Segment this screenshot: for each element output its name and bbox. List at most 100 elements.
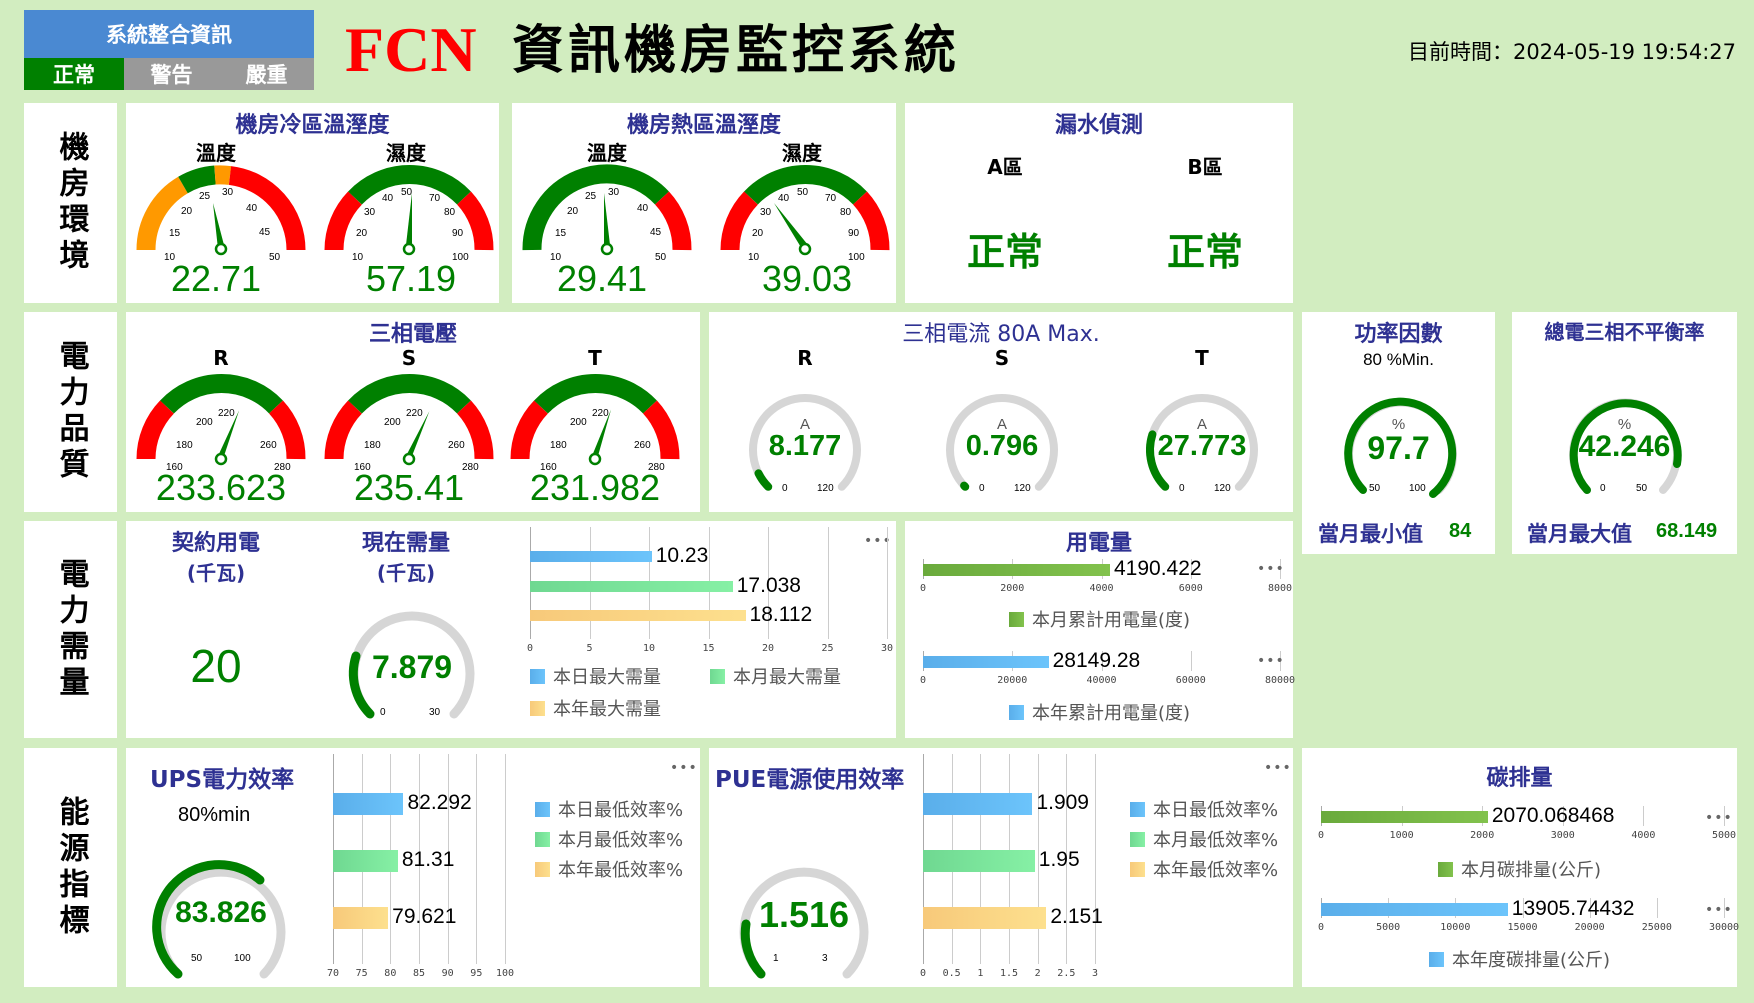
- current-ring-gauge-t: [1146, 394, 1258, 491]
- chart-legend-item[interactable]: 本年度碳排量(公斤): [1429, 946, 1610, 972]
- carbon-title: 碳排量: [1486, 766, 1553, 791]
- contract-value: 20: [190, 640, 242, 692]
- demand-chart-menu[interactable]: •••: [864, 533, 892, 549]
- chart-bar-value: 81.31: [401, 848, 455, 871]
- pue-panel: PUE電源使用效率 1.516 1 3 ••• 0 0.5 1 1.5 2 2.5 3 1.9…: [709, 748, 1293, 987]
- pf-value: 97.7: [1367, 430, 1430, 466]
- chart-bar-value: 1.909: [1036, 791, 1089, 814]
- ups-chart-menu[interactable]: •••: [670, 760, 698, 776]
- ups-value: 83.826: [175, 896, 267, 929]
- status-box-title: 系統整合資訊: [24, 10, 314, 58]
- chart-legend-item[interactable]: 本年累計用電量(度): [1009, 699, 1190, 725]
- current-phase-label: S: [994, 346, 1010, 370]
- chart-bar-value: 18.112: [749, 602, 813, 626]
- pf-footer: 當月最小值 84: [1302, 512, 1495, 554]
- leak-zone-a-label: A區: [987, 155, 1023, 179]
- voltage-gauge-r: [136, 374, 306, 466]
- chart-legend-item[interactable]: 本日最大需量: [530, 663, 661, 689]
- chart-legend-item[interactable]: 本月最低效率%: [1130, 826, 1278, 852]
- imbalance-panel: 總電三相不平衡率 % 42.246 0 50: [1512, 312, 1737, 512]
- chart-legend-item[interactable]: 本月累計用電量(度): [1009, 606, 1190, 632]
- hot-zone-panel: 機房熱區溫溼度 溫度 濕度 10 15 20 25 30 40 45 50 29…: [512, 103, 896, 303]
- chart-bar-value: 13905.74432: [1511, 896, 1635, 920]
- row-label-environment: 機房環境: [24, 103, 117, 303]
- chart-legend-item[interactable]: 本月碳排量(公斤): [1438, 856, 1601, 882]
- imbalance-title: 總電三相不平衡率: [1544, 320, 1705, 344]
- chart-menu[interactable]: •••: [1257, 653, 1285, 669]
- status-box: 系統整合資訊 正常 警告 嚴重: [24, 10, 314, 90]
- chart-legend-item[interactable]: 本年最低效率%: [1130, 856, 1278, 882]
- ups-subtitle: 80%min: [178, 804, 251, 826]
- legend-swatch: [535, 801, 550, 817]
- legend-swatch: [1130, 861, 1145, 877]
- status-warning[interactable]: 警告: [124, 58, 219, 90]
- voltage-title: 三相電壓: [368, 322, 457, 347]
- pue-ring-gauge: [739, 867, 869, 979]
- current-demand-unit: (千瓦): [376, 561, 436, 585]
- imbalance-value: 42.246: [1578, 430, 1671, 463]
- legend-swatch: [1130, 831, 1145, 847]
- voltage-value: 233.623: [155, 467, 287, 508]
- voltage-phase-label: T: [588, 346, 602, 370]
- cold-humidity-label: 濕度: [386, 141, 426, 165]
- cold-temp-label: 溫度: [196, 141, 236, 165]
- row-label-power-demand: 電力需量: [24, 521, 117, 738]
- chart-bar-value: 17.038: [736, 573, 801, 597]
- chart-bar[interactable]: [530, 610, 746, 621]
- pf-ring-gauge: [1344, 397, 1457, 498]
- power-factor-panel: 功率因數 80 %Min. % 97.7 50 100: [1302, 312, 1495, 512]
- chart-legend-item[interactable]: 本月最低效率%: [535, 826, 683, 852]
- chart-legend-item[interactable]: 本年最低效率%: [535, 856, 683, 882]
- chart-menu[interactable]: •••: [1705, 810, 1733, 826]
- current-title: 三相電流 80A Max.: [902, 322, 1100, 347]
- legend-swatch: [1009, 611, 1024, 627]
- pue-chart-menu[interactable]: •••: [1264, 760, 1292, 776]
- hot-humidity-gauge: [720, 165, 890, 256]
- current-value: 0.796: [965, 430, 1039, 462]
- chart-bar[interactable]: [333, 850, 398, 872]
- chart-legend-item[interactable]: 本月最大需量: [710, 663, 841, 689]
- chart-bar[interactable]: [530, 551, 652, 562]
- chart-bar[interactable]: [1321, 903, 1508, 916]
- hot-temp-label: 溫度: [587, 141, 627, 165]
- voltage-gauge-s: [324, 374, 494, 466]
- chart-bar-value: 10.23: [655, 543, 709, 567]
- legend-swatch: [1429, 951, 1444, 967]
- leak-title: 漏水偵測: [1054, 113, 1143, 138]
- leak-zone-b-label: B區: [1187, 155, 1223, 179]
- current-phase-label: T: [1195, 346, 1209, 370]
- chart-bar[interactable]: [923, 850, 1035, 872]
- voltage-value: 235.41: [353, 467, 465, 508]
- legend-swatch: [1009, 704, 1024, 720]
- chart-menu[interactable]: •••: [1705, 902, 1733, 918]
- chart-bar[interactable]: [333, 907, 389, 929]
- hot-humidity-value: 39.03: [761, 258, 853, 299]
- chart-menu[interactable]: •••: [1257, 561, 1285, 577]
- chart-bar[interactable]: [333, 793, 404, 815]
- pue-value: 1.516: [758, 894, 850, 935]
- cold-humidity-gauge: [324, 165, 494, 256]
- chart-bar[interactable]: [530, 581, 733, 592]
- ups-panel: UPS電力效率 80%min 83.826 50 100 ••• 70 75 80 8…: [126, 748, 700, 987]
- voltage-panel: 三相電壓 R 160 180 200 220 260 280 233.623 S 160 180…: [126, 312, 700, 512]
- chart-bar[interactable]: [923, 656, 1049, 668]
- legend-swatch: [535, 861, 550, 877]
- chart-bar[interactable]: [923, 907, 1047, 929]
- chart-bar-value: 79.621: [392, 905, 457, 928]
- cold-temp-value: 22.71: [170, 258, 262, 299]
- current-ring-gauge-r: [749, 394, 861, 491]
- usage-panel: 用電量 0 2000 4000 6000 8000 4190.422 本月累計用電量(度) •…: [905, 521, 1295, 738]
- status-normal[interactable]: 正常: [24, 58, 124, 90]
- imbalance-ring-gauge: [1569, 398, 1682, 494]
- status-critical[interactable]: 嚴重: [219, 58, 314, 90]
- chart-legend-item[interactable]: 本日最低效率%: [1130, 796, 1278, 822]
- chart-legend-item[interactable]: 本日最低效率%: [535, 796, 683, 822]
- chart-bar[interactable]: [1321, 811, 1488, 823]
- chart-bar[interactable]: [923, 793, 1033, 815]
- chart-bar[interactable]: [923, 564, 1110, 576]
- leak-zone-b-status: 正常: [1166, 230, 1243, 274]
- current-time: 目前時間：2024-05-19 19:54:27: [1408, 36, 1736, 66]
- chart-legend-item[interactable]: 本年最大需量: [530, 695, 661, 721]
- cold-zone-title: 機房冷區溫溼度: [235, 113, 390, 138]
